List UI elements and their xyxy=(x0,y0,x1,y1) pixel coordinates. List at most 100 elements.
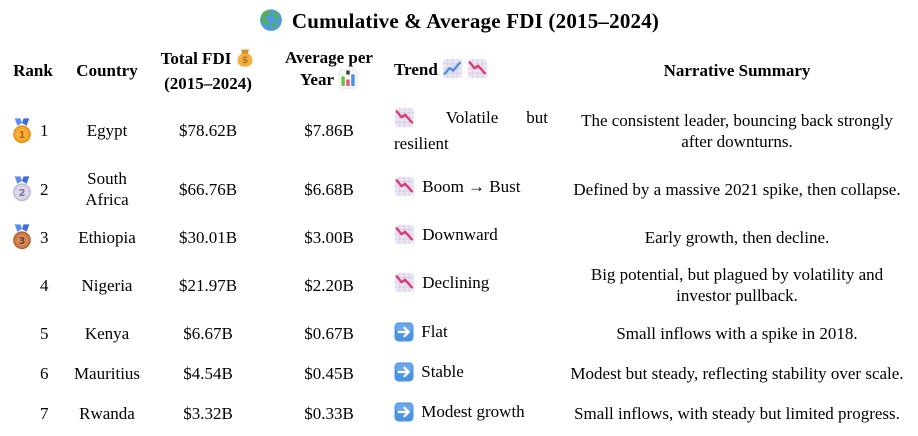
table-row: 3 3 Ethiopia $30.01B $3.00B Downward Early gr… xyxy=(2,217,916,257)
arrow-right-icon xyxy=(394,322,414,347)
arrow-right-icon xyxy=(394,402,414,427)
rank-number: 2 xyxy=(40,179,49,199)
rank-number: 3 xyxy=(40,227,49,247)
medal-spacer xyxy=(11,321,35,347)
header-total-line1: Total FDI xyxy=(160,49,232,69)
trend-label: Downward xyxy=(422,225,498,245)
table-row: 2 2 South Africa $66.76B $6.68B Boom → Bust D… xyxy=(2,161,916,217)
rank-cell: 7 xyxy=(2,394,64,434)
average-cell: $0.45B xyxy=(304,364,354,384)
globe-icon xyxy=(259,8,283,38)
rank-cell: 6 xyxy=(2,354,64,394)
table-row: 4 Nigeria $21.97B $2.20B Declining Big poten… xyxy=(2,257,916,313)
header-trend: Trend xyxy=(392,45,558,100)
silver-medal-icon: 2 xyxy=(11,176,35,202)
svg-text:3: 3 xyxy=(19,236,26,247)
trend-cell: Volatile but resilient xyxy=(392,100,558,161)
country-cell: Nigeria xyxy=(81,275,133,295)
svg-text:2: 2 xyxy=(19,188,26,199)
chart-up-icon xyxy=(442,58,463,84)
narrative-cell: Defined by a massive 2021 spike, then co… xyxy=(573,179,901,199)
total-fdi-cell: $78.62B xyxy=(178,121,238,141)
header-average-line2: Year xyxy=(300,69,334,89)
trend-label: Flat xyxy=(421,321,448,341)
average-cell: $2.20B xyxy=(304,275,354,295)
average-cell: $7.86B xyxy=(304,121,354,141)
money-bag-icon: $ xyxy=(235,48,255,73)
rank: 7 xyxy=(4,401,62,427)
header-average: Average per Year xyxy=(266,45,392,100)
arrow-right-icon xyxy=(394,362,414,387)
country-cell: South Africa xyxy=(85,169,129,210)
narrative-cell: Big potential, but plagued by volatility… xyxy=(590,265,884,306)
chart-down-icon xyxy=(394,107,415,133)
country-cell: Kenya xyxy=(84,324,130,344)
average-cell: $0.33B xyxy=(304,404,354,424)
trend-label: Volatile but resilient xyxy=(394,108,548,154)
trend-cell: Downward xyxy=(392,217,558,257)
medal-spacer xyxy=(11,361,35,387)
bronze-medal-icon: 3 xyxy=(11,224,35,250)
rank-number: 1 xyxy=(40,121,49,141)
total-fdi-cell: $21.97B xyxy=(178,275,238,295)
fdi-table-body: 1 1 Egypt $78.62B $7.86B Volatile but resili… xyxy=(2,100,916,434)
header-row: Rank Country Total FDI $ (2015–2024) Ave… xyxy=(2,45,916,100)
chart-down-icon xyxy=(394,272,415,298)
trend-label: Stable xyxy=(421,361,464,381)
total-fdi-cell: $30.01B xyxy=(178,227,238,247)
trend-label: Boom → Bust xyxy=(422,177,521,197)
rank-number: 5 xyxy=(40,324,49,344)
gold-medal-icon: 1 xyxy=(11,118,35,144)
svg-text:$: $ xyxy=(242,55,249,66)
trend-cell: Flat xyxy=(392,314,558,354)
narrative-cell: Early growth, then decline. xyxy=(644,227,830,247)
table-row: 7 Rwanda $3.32B $0.33B Modest growth Small i… xyxy=(2,394,916,434)
rank: 6 xyxy=(4,361,62,387)
table-row: 5 Kenya $6.67B $0.67B Flat Small inflows wit… xyxy=(2,314,916,354)
country-cell: Rwanda xyxy=(79,404,135,424)
narrative-cell: Small inflows, with steady but limited p… xyxy=(574,404,900,424)
header-total-line2: (2015–2024) xyxy=(164,73,252,93)
narrative-cell: Modest but steady, reflecting stability … xyxy=(570,364,904,384)
average-cell: $0.67B xyxy=(304,324,354,344)
average-cell: $3.00B xyxy=(304,227,354,247)
narrative-cell: The consistent leader, bouncing back str… xyxy=(581,110,893,151)
narrative-cell: Small inflows with a spike in 2018. xyxy=(616,324,858,344)
header-trend-label: Trend xyxy=(394,59,438,79)
total-fdi-cell: $6.67B xyxy=(183,324,233,344)
header-average-line1: Average per xyxy=(285,48,373,68)
total-fdi-cell: $4.54B xyxy=(183,364,233,384)
chart-down-icon xyxy=(467,58,488,84)
rank-cell: 4 xyxy=(2,257,64,313)
trend-label: Modest growth xyxy=(421,401,525,421)
rank-cell: 5 xyxy=(2,314,64,354)
rank: 5 xyxy=(4,321,62,347)
average-cell: $6.68B xyxy=(304,179,354,199)
header-rank: Rank xyxy=(13,60,53,80)
header-narrative: Narrative Summary xyxy=(663,60,811,80)
chart-down-icon xyxy=(394,176,415,202)
table-row: 6 Mauritius $4.54B $0.45B Stable Modest but … xyxy=(2,354,916,394)
country-cell: Egypt xyxy=(86,121,128,141)
page-title-text: Cumulative & Average FDI (2015–2024) xyxy=(291,9,660,33)
chart-down-icon xyxy=(394,224,415,250)
fdi-table: Rank Country Total FDI $ (2015–2024) Ave… xyxy=(2,45,916,434)
bar-chart-icon xyxy=(338,68,358,94)
country-cell: Mauritius xyxy=(73,364,141,384)
country-cell: Ethiopia xyxy=(78,227,136,247)
svg-text:1: 1 xyxy=(19,130,26,141)
trend-cell: Declining xyxy=(392,257,558,313)
trend-cell: Stable xyxy=(392,354,558,394)
medal-spacer xyxy=(11,401,35,427)
trend-cell: Modest growth xyxy=(392,394,558,434)
header-total-fdi: Total FDI $ (2015–2024) xyxy=(150,45,266,100)
rank-number: 4 xyxy=(40,275,49,295)
medal-spacer xyxy=(11,272,35,298)
